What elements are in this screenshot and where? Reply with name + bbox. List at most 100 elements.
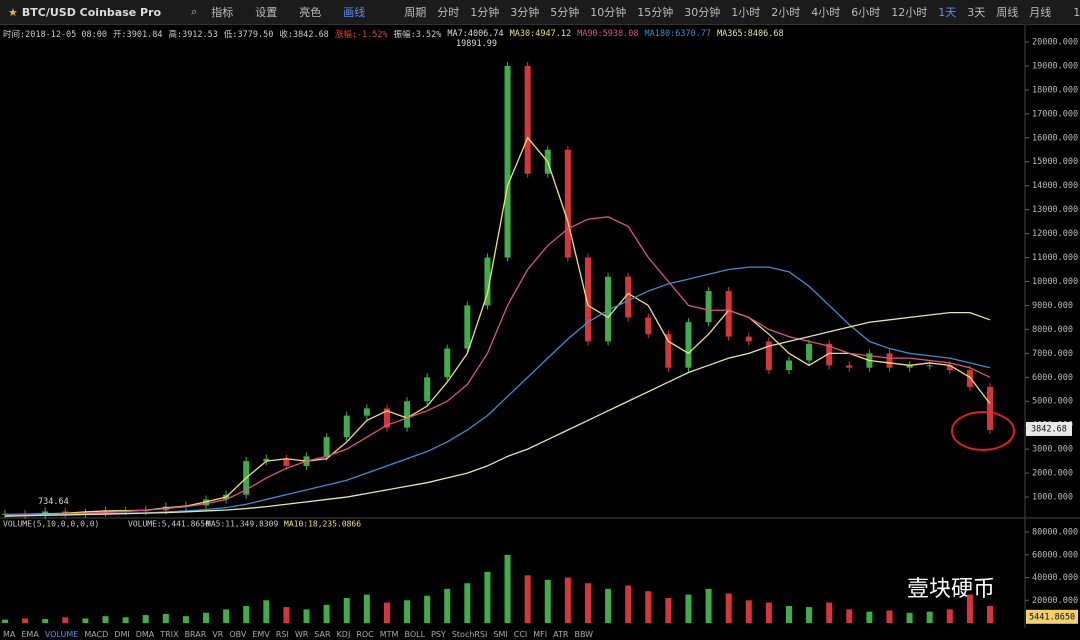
indicator-tab[interactable]: BBW (574, 629, 594, 639)
candle (785, 360, 792, 371)
volume-bar (966, 594, 973, 623)
candle (946, 365, 953, 371)
period-button[interactable]: 月线 (1029, 6, 1052, 19)
period-label[interactable]: 周期 (404, 6, 427, 19)
indicator-tab[interactable]: ATR (553, 629, 569, 639)
tool-button[interactable]: 指标 (211, 6, 234, 19)
period-button[interactable]: 1小时 (731, 6, 761, 19)
period-button[interactable]: 10分钟 (590, 6, 627, 19)
period-button[interactable]: 1分钟 (470, 6, 500, 19)
last-volume-label: 5441.8650 (1029, 612, 1075, 622)
period-button[interactable]: 2小时 (771, 6, 801, 19)
tool-button[interactable]: 亮色 (299, 6, 322, 19)
refresh-rate[interactable]: 1秒 (1073, 6, 1080, 19)
period-button[interactable]: 4小时 (811, 6, 841, 19)
watermark: 壹块硬币 (907, 577, 995, 602)
volume-bar (383, 602, 390, 623)
indicator-tab[interactable]: SMI (493, 629, 508, 639)
ma-line (4, 311, 991, 517)
indicator-tab[interactable]: KDJ (336, 629, 351, 639)
indicator-tab[interactable]: SAR (314, 629, 331, 639)
indicator-tab[interactable]: OBV (229, 629, 247, 639)
volume-bar (323, 604, 330, 623)
volume-bar (142, 615, 149, 623)
y-tick-label: 20000.000 (1032, 37, 1078, 47)
indicator-tab[interactable]: StochRSI (451, 629, 488, 639)
volume-stat: VOLUME:5,441.8650 (128, 520, 210, 529)
indicator-tab[interactable]: TRIX (160, 629, 179, 639)
star-icon[interactable]: ★ (8, 5, 18, 19)
indicator-tab[interactable]: VOLUME (44, 629, 79, 639)
candle (906, 365, 913, 368)
volume-bar (645, 591, 652, 623)
period-button[interactable]: 1天 (938, 6, 957, 19)
volume-bar (866, 611, 873, 623)
volume-bar (665, 598, 672, 623)
indicator-tab[interactable]: EMA (21, 629, 39, 639)
volume-bar (524, 575, 531, 623)
ma-line (4, 216, 991, 516)
y-tick-label: 15000.000 (1032, 157, 1078, 167)
volume-bar (263, 600, 270, 623)
candle (665, 334, 672, 368)
period-button[interactable]: 6小时 (851, 6, 881, 19)
indicator-tab[interactable]: RSI (275, 629, 289, 639)
volume-bar (826, 602, 833, 623)
y-tick-label: 19000.000 (1032, 61, 1078, 71)
info-item: 开:3901.84 (113, 29, 163, 40)
last-price-label: 3842.68 (1031, 424, 1067, 434)
volume-bar (162, 613, 169, 623)
last-volume-box (1026, 609, 1078, 624)
tool-button[interactable]: 设置 (255, 6, 278, 19)
volume-bar (122, 617, 129, 623)
candle (484, 257, 491, 306)
indicator-tab[interactable]: CCI (513, 629, 528, 639)
indicator-tab[interactable]: MFI (533, 629, 548, 639)
indicator-tab[interactable]: BOLL (404, 629, 426, 639)
candle (564, 149, 571, 258)
volume-bar (584, 583, 591, 623)
period-button[interactable]: 30分钟 (684, 6, 721, 19)
period-button[interactable]: 15分钟 (637, 6, 674, 19)
period-button[interactable]: 周线 (996, 6, 1019, 19)
volume-bar (243, 605, 250, 623)
candle (444, 348, 451, 378)
indicator-tabs: MA EMA VOLUME MACD DMI DMA TRIX BRAR VR OBV EMV RSI… (0, 628, 1080, 640)
info-item: MA90:5938.08 (577, 28, 639, 39)
indicator-tab[interactable]: MTM (379, 629, 399, 639)
y-tick-label: 14000.000 (1032, 181, 1078, 191)
y-tick-label: 80000.000 (1032, 528, 1078, 538)
candle (705, 291, 712, 323)
volume-bar (42, 619, 49, 623)
period-button[interactable]: 3天 (967, 6, 986, 19)
indicator-tab[interactable]: EMV (252, 629, 270, 639)
y-tick-label: 10000.000 (1032, 277, 1078, 287)
volume-bar (62, 617, 69, 623)
candle (424, 377, 431, 402)
period-button[interactable]: 3分钟 (510, 6, 540, 19)
indicator-tab[interactable]: DMA (135, 629, 155, 639)
volume-bar (625, 585, 632, 623)
tool-button[interactable]: 画线 (343, 6, 366, 19)
period-button[interactable]: 5分钟 (550, 6, 580, 19)
indicator-tab[interactable]: MACD (84, 629, 109, 639)
volume-bar (22, 618, 29, 623)
symbol[interactable]: BTC/USD Coinbase Pro (21, 5, 162, 19)
y-tick-label: 3000.000 (1032, 445, 1073, 455)
indicator-tab[interactable]: VR (212, 629, 224, 639)
indicator-tab[interactable]: BRAR (184, 629, 207, 639)
search-icon[interactable]: ⌕ (191, 5, 198, 18)
volume-bar (203, 612, 210, 623)
volume-bar (283, 607, 290, 623)
y-tick-label: 6000.000 (1032, 373, 1073, 383)
last-price-box (1026, 421, 1072, 436)
indicator-tab[interactable]: DMI (114, 629, 130, 639)
candle (886, 353, 893, 368)
y-tick-label: 17000.000 (1032, 109, 1078, 119)
period-button[interactable]: 分时 (437, 6, 460, 19)
indicator-tab[interactable]: ROC (356, 629, 374, 639)
indicator-tab[interactable]: PSY (431, 629, 446, 639)
indicator-tab[interactable]: WR (294, 629, 309, 639)
indicator-tab[interactable]: MA (3, 629, 16, 639)
period-button[interactable]: 12小时 (891, 6, 928, 19)
